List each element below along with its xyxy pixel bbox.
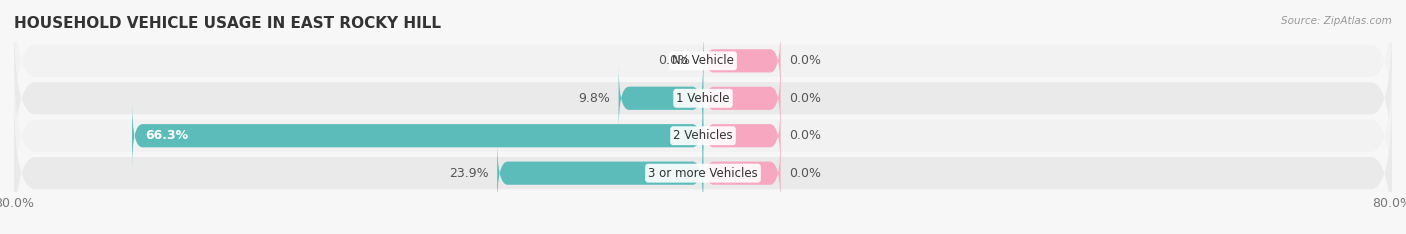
FancyBboxPatch shape — [703, 140, 780, 206]
Text: 66.3%: 66.3% — [145, 129, 188, 142]
Text: No Vehicle: No Vehicle — [672, 54, 734, 67]
Text: 0.0%: 0.0% — [789, 129, 821, 142]
Text: 0.0%: 0.0% — [789, 167, 821, 180]
FancyBboxPatch shape — [498, 140, 703, 206]
Text: 23.9%: 23.9% — [449, 167, 488, 180]
Text: Source: ZipAtlas.com: Source: ZipAtlas.com — [1281, 16, 1392, 26]
FancyBboxPatch shape — [703, 28, 780, 94]
Text: HOUSEHOLD VEHICLE USAGE IN EAST ROCKY HILL: HOUSEHOLD VEHICLE USAGE IN EAST ROCKY HI… — [14, 16, 441, 31]
Text: 1 Vehicle: 1 Vehicle — [676, 92, 730, 105]
Text: 0.0%: 0.0% — [789, 54, 821, 67]
Text: 2 Vehicles: 2 Vehicles — [673, 129, 733, 142]
Text: 3 or more Vehicles: 3 or more Vehicles — [648, 167, 758, 180]
FancyBboxPatch shape — [703, 65, 780, 132]
FancyBboxPatch shape — [14, 58, 1392, 213]
FancyBboxPatch shape — [703, 102, 780, 169]
FancyBboxPatch shape — [132, 102, 703, 169]
FancyBboxPatch shape — [14, 96, 1392, 234]
Text: 9.8%: 9.8% — [578, 92, 610, 105]
Text: 0.0%: 0.0% — [658, 54, 690, 67]
FancyBboxPatch shape — [14, 21, 1392, 176]
FancyBboxPatch shape — [14, 0, 1392, 138]
Text: 0.0%: 0.0% — [789, 92, 821, 105]
FancyBboxPatch shape — [619, 65, 703, 132]
